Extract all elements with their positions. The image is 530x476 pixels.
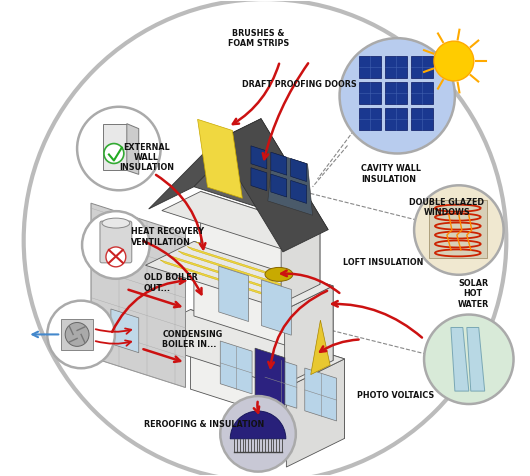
Circle shape [220, 396, 296, 472]
Polygon shape [220, 341, 252, 394]
Polygon shape [411, 56, 433, 78]
Polygon shape [385, 82, 407, 104]
Polygon shape [305, 368, 337, 421]
Circle shape [434, 41, 474, 81]
Text: BRUSHES &
FOAM STRIPS: BRUSHES & FOAM STRIPS [228, 29, 289, 48]
Polygon shape [271, 152, 287, 175]
Polygon shape [169, 256, 289, 296]
Polygon shape [103, 124, 127, 170]
Circle shape [82, 211, 149, 279]
Polygon shape [311, 320, 330, 375]
Polygon shape [149, 119, 261, 209]
Ellipse shape [102, 218, 130, 228]
Text: CAVITY WALL
INSULATION: CAVITY WALL INSULATION [361, 164, 421, 184]
Polygon shape [255, 348, 285, 419]
Polygon shape [286, 359, 345, 467]
Polygon shape [251, 146, 267, 169]
Polygon shape [271, 174, 287, 197]
Polygon shape [160, 260, 280, 300]
Polygon shape [187, 247, 307, 287]
Polygon shape [132, 309, 344, 387]
Text: OLD BOILER
OUT...: OLD BOILER OUT... [144, 273, 198, 293]
Circle shape [424, 315, 514, 404]
Text: DRAFT PROOFING DOORS: DRAFT PROOFING DOORS [242, 79, 357, 89]
Polygon shape [162, 191, 320, 249]
Polygon shape [467, 327, 485, 391]
Polygon shape [219, 266, 249, 321]
Circle shape [414, 185, 504, 275]
Polygon shape [265, 355, 297, 408]
Text: SOLAR
HOT
WATER: SOLAR HOT WATER [457, 279, 489, 309]
Polygon shape [216, 119, 328, 252]
Circle shape [340, 38, 455, 153]
Text: LOFT INSULATION: LOFT INSULATION [343, 258, 423, 267]
Polygon shape [196, 242, 316, 282]
Polygon shape [127, 124, 139, 174]
Polygon shape [290, 180, 307, 203]
Polygon shape [359, 108, 381, 129]
Text: PHOTO VOLTAICS: PHOTO VOLTAICS [357, 391, 434, 400]
Circle shape [65, 323, 89, 347]
Ellipse shape [265, 268, 293, 281]
Polygon shape [285, 286, 333, 384]
Polygon shape [190, 309, 344, 438]
Polygon shape [261, 280, 292, 335]
Wedge shape [230, 411, 286, 439]
Polygon shape [268, 153, 313, 215]
Polygon shape [281, 229, 320, 303]
Polygon shape [385, 56, 407, 78]
Polygon shape [451, 327, 469, 391]
Polygon shape [111, 309, 139, 353]
Circle shape [106, 247, 126, 267]
Polygon shape [411, 108, 433, 129]
Text: EXTERNAL
WALL
INSULATION: EXTERNAL WALL INSULATION [119, 143, 174, 172]
Circle shape [104, 144, 124, 163]
Text: REROOFING & INSULATION: REROOFING & INSULATION [144, 420, 264, 429]
Text: CONDENSING
BOILER IN...: CONDENSING BOILER IN... [162, 330, 223, 349]
Text: HEAT RECOVERY
VENTILATION: HEAT RECOVERY VENTILATION [130, 228, 204, 247]
Polygon shape [194, 241, 333, 360]
Polygon shape [251, 168, 267, 191]
Polygon shape [198, 119, 242, 198]
Circle shape [77, 107, 161, 190]
Polygon shape [411, 82, 433, 104]
Polygon shape [61, 318, 93, 350]
Polygon shape [91, 203, 186, 387]
Polygon shape [290, 159, 307, 181]
Polygon shape [194, 119, 328, 229]
Circle shape [47, 301, 115, 368]
Polygon shape [385, 108, 407, 129]
Text: DOUBLE GLAZED
WINDOWS: DOUBLE GLAZED WINDOWS [409, 198, 484, 217]
FancyBboxPatch shape [100, 221, 132, 263]
Polygon shape [201, 191, 320, 284]
Polygon shape [145, 241, 333, 310]
Polygon shape [359, 82, 381, 104]
Polygon shape [178, 251, 298, 291]
Polygon shape [359, 56, 381, 78]
Polygon shape [429, 200, 487, 258]
